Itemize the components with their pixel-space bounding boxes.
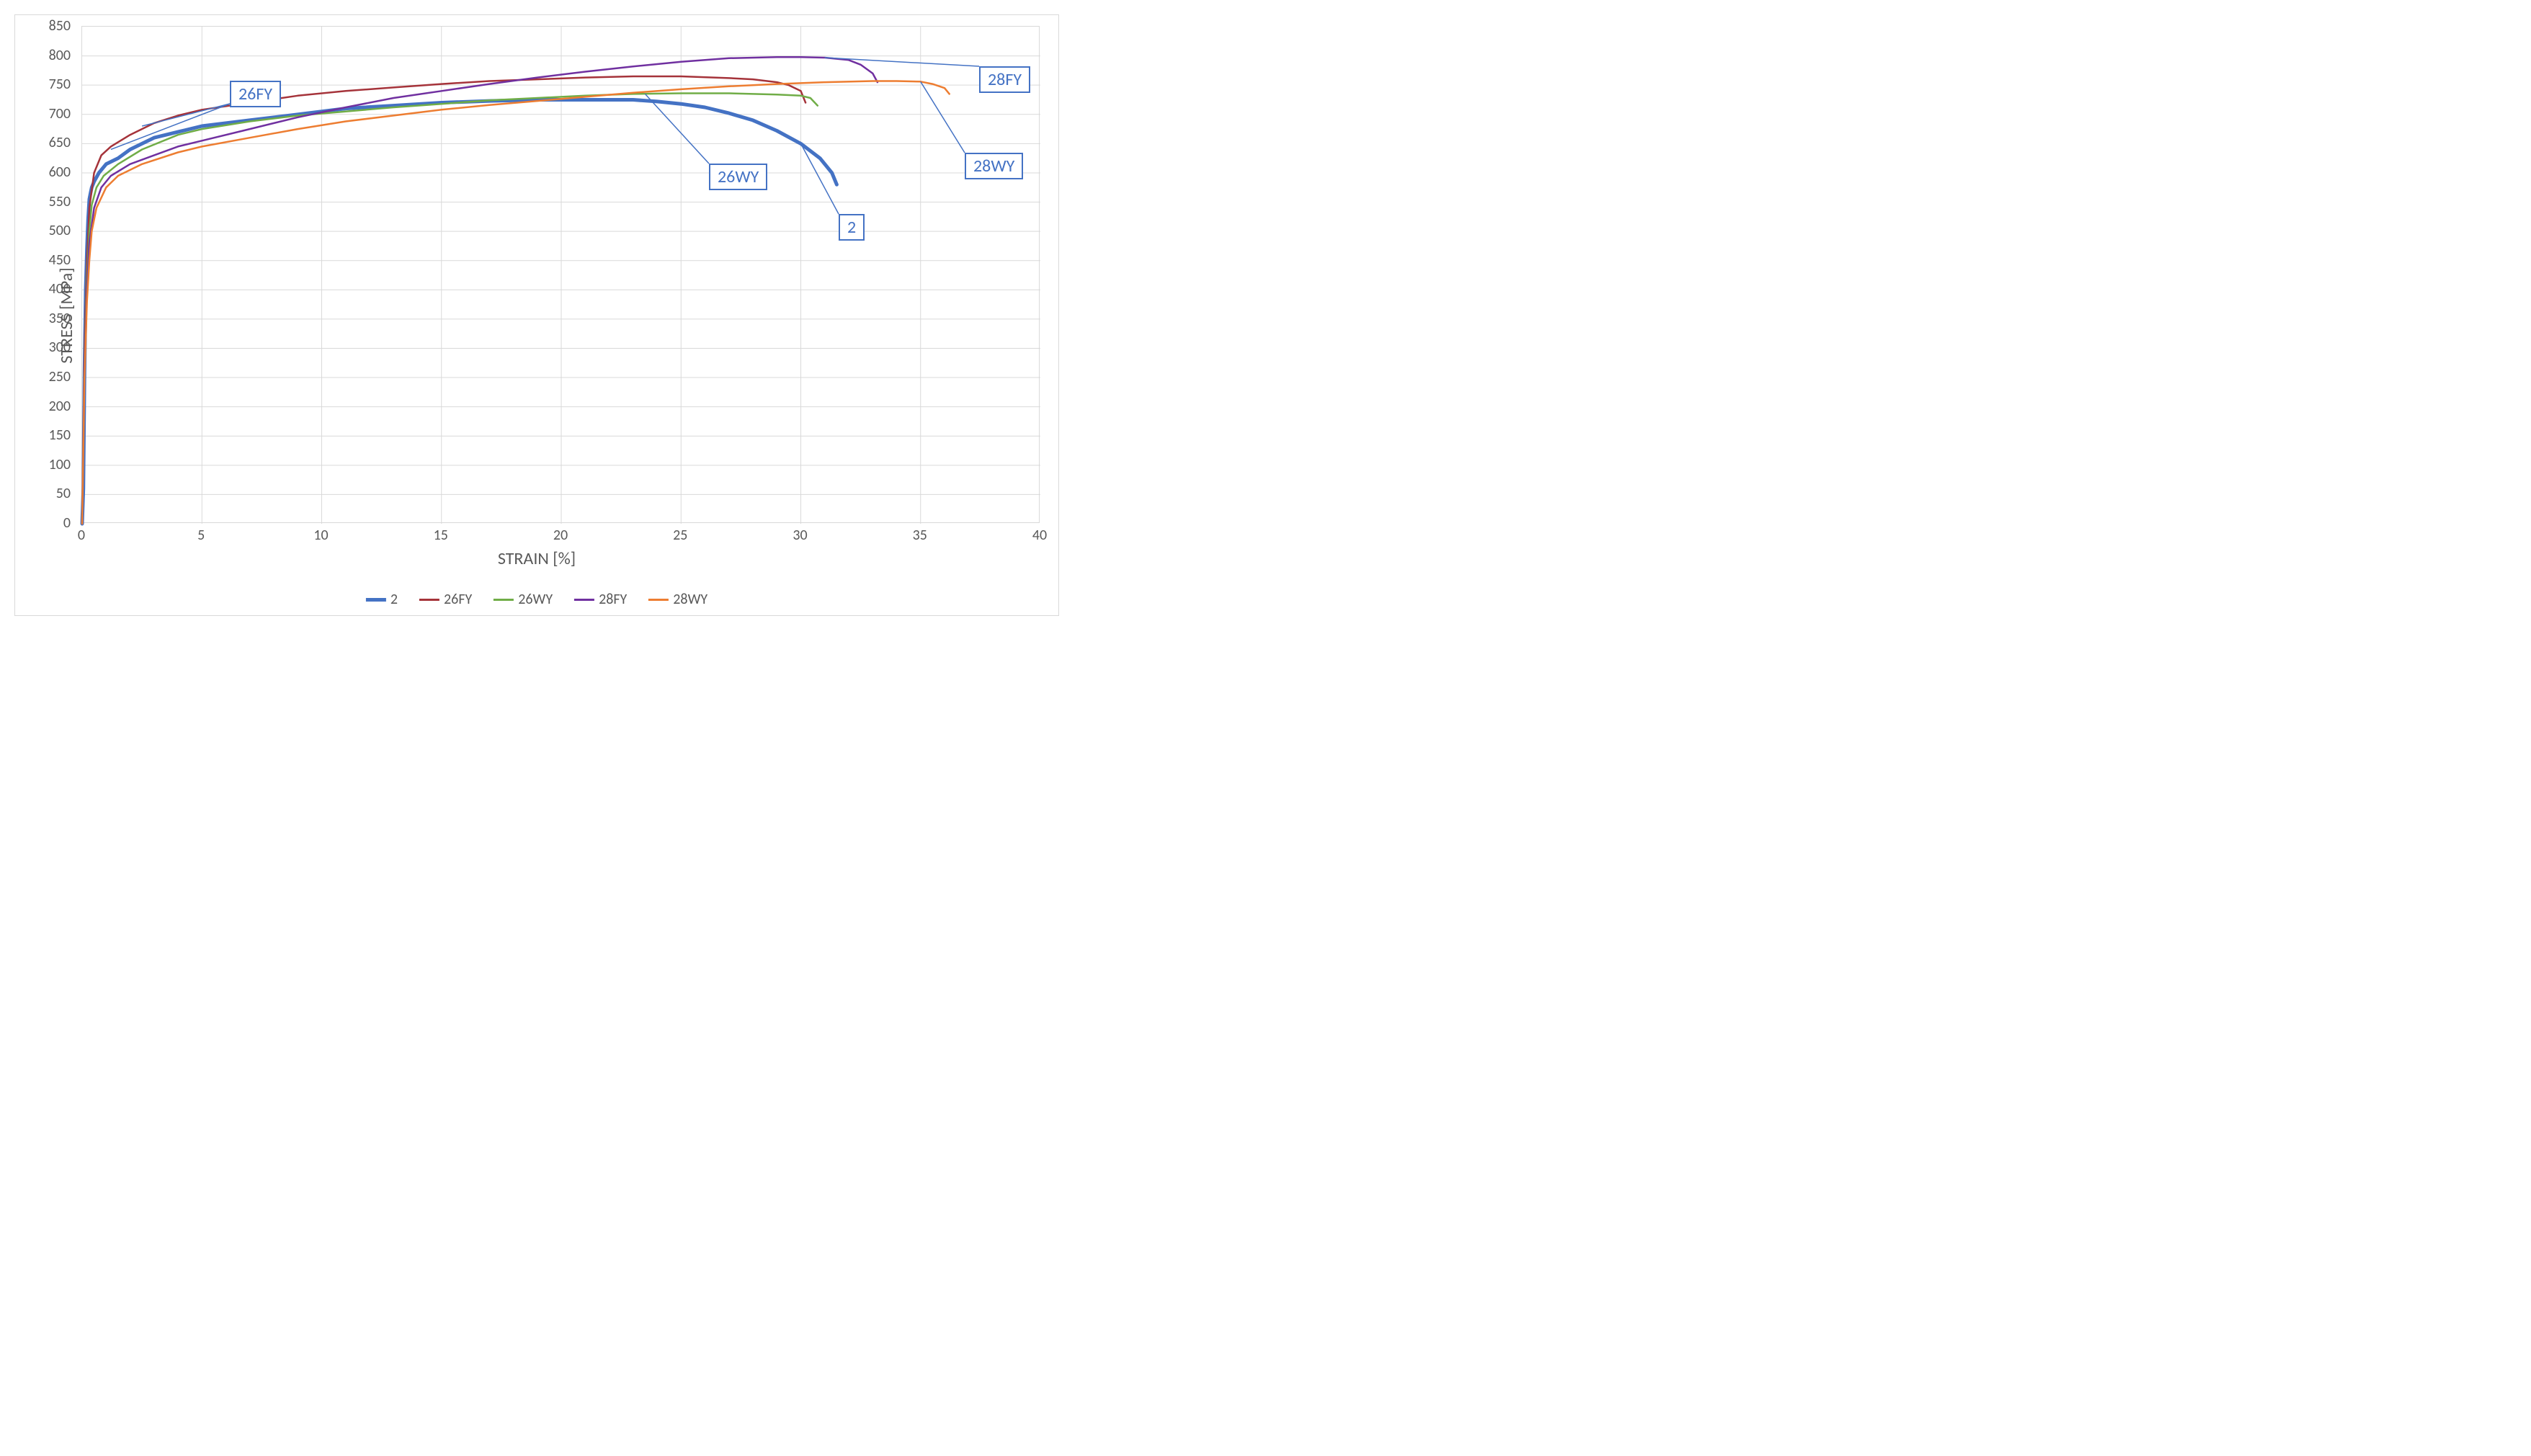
y-axis-labels: 0501001502002503003504004505005506006507… [15, 26, 76, 523]
legend-label: 2 [390, 591, 398, 608]
callout-leaders [82, 27, 1039, 522]
legend-item: 28FY [574, 591, 627, 608]
legend-item: 26FY [419, 591, 472, 608]
y-tick-label: 700 [27, 105, 71, 122]
legend-item: 26WY [494, 591, 553, 608]
legend-line [419, 599, 439, 601]
y-tick-label: 800 [27, 47, 71, 64]
x-tick-label: 0 [78, 527, 85, 544]
x-tick-label: 5 [197, 527, 205, 544]
legend-label: 28FY [599, 591, 627, 608]
legend-line [574, 599, 594, 601]
y-tick-label: 50 [27, 485, 71, 502]
y-tick-label: 200 [27, 398, 71, 415]
y-tick-label: 500 [27, 222, 71, 239]
y-tick-label: 850 [27, 17, 71, 35]
stress-strain-chart: STRESS [MPa] 050100150200250300350400450… [14, 14, 1059, 616]
x-tick-label: 10 [313, 527, 328, 544]
y-tick-label: 0 [27, 514, 71, 532]
x-tick-label: 25 [673, 527, 687, 544]
callout-box: 28WY [965, 153, 1023, 179]
x-axis-title: STRAIN [%] [498, 548, 576, 569]
x-tick-label: 20 [553, 527, 568, 544]
y-tick-label: 750 [27, 76, 71, 93]
callout-box: 2 [839, 214, 865, 241]
legend-label: 28WY [673, 591, 707, 608]
y-tick-label: 150 [27, 426, 71, 444]
x-tick-label: 15 [434, 527, 448, 544]
x-tick-label: 40 [1032, 527, 1047, 544]
x-axis-labels: 0510152025303540 [81, 527, 1040, 548]
legend: 2 26FY 26WY 28FY 28WY [366, 591, 707, 608]
plot-area: 26FY 28FY 26WY 28WY 2 [81, 26, 1040, 523]
legend-line [648, 599, 669, 601]
y-tick-label: 650 [27, 134, 71, 151]
legend-item: 28WY [648, 591, 707, 608]
legend-label: 26FY [444, 591, 472, 608]
y-tick-label: 250 [27, 368, 71, 385]
y-tick-label: 550 [27, 193, 71, 210]
callout-box: 26FY [230, 81, 281, 107]
y-tick-label: 300 [27, 339, 71, 356]
callout-box: 28FY [979, 66, 1030, 93]
legend-item: 2 [366, 591, 398, 608]
y-tick-label: 400 [27, 280, 71, 298]
callout-box: 26WY [709, 164, 767, 190]
x-tick-label: 35 [913, 527, 927, 544]
legend-label: 26WY [518, 591, 553, 608]
y-tick-label: 350 [27, 310, 71, 327]
x-tick-label: 30 [793, 527, 807, 544]
legend-line [366, 598, 386, 602]
y-tick-label: 450 [27, 251, 71, 269]
y-tick-label: 100 [27, 456, 71, 473]
y-tick-label: 600 [27, 164, 71, 181]
legend-line [494, 599, 514, 601]
